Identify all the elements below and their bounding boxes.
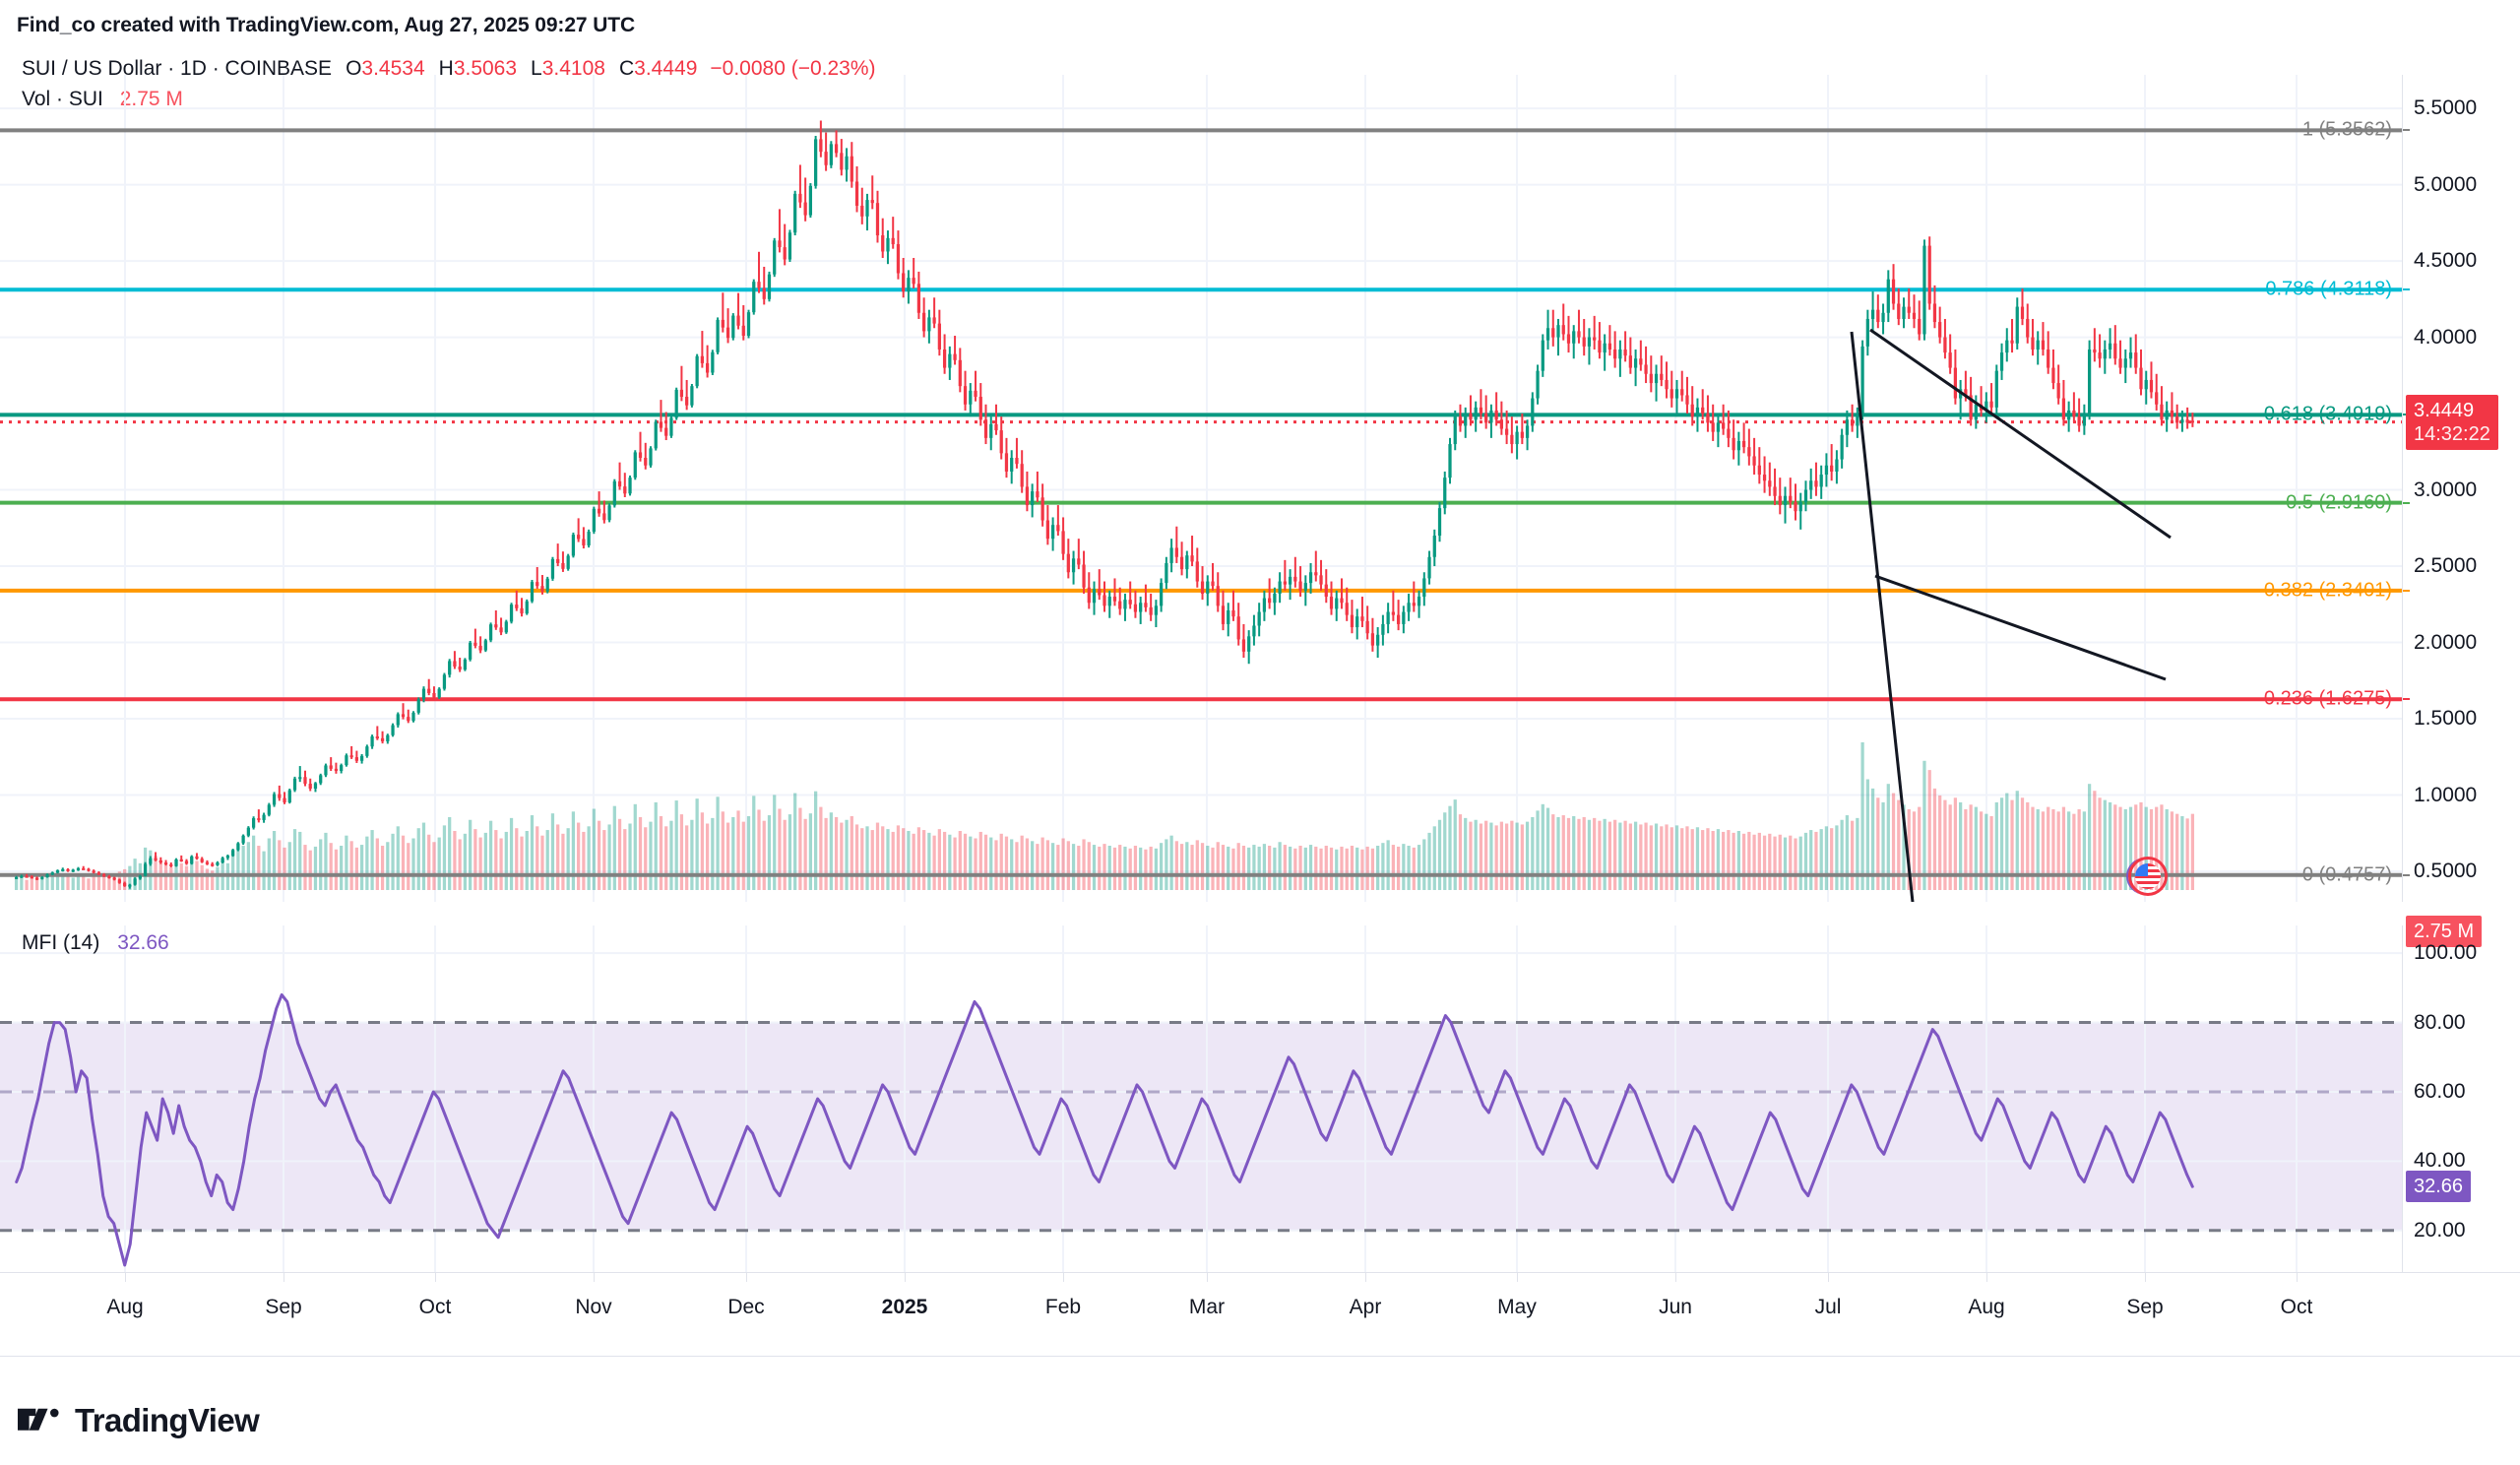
price-chart-svg (0, 75, 2402, 902)
time-tick-2025: 2025 (881, 1296, 928, 1318)
tradingview-footer[interactable]: TradingView (18, 1402, 260, 1439)
fib-1-dash-icon (2400, 129, 2410, 132)
fib-0382-label: 0.382 (2.3401) (2263, 579, 2392, 602)
time-tick-mark (1986, 1272, 1987, 1282)
close-value: C3.4449 (618, 57, 698, 80)
fib-0786-dash-icon (2400, 288, 2410, 291)
mfi-value: 32.66 (117, 931, 169, 954)
badge-line1: 3.4449 (2414, 399, 2475, 421)
time-tick-Sep: Sep (265, 1296, 302, 1318)
price-tick-0.5000: 0.5000 (2414, 860, 2478, 882)
time-axis[interactable]: Aug Sep Oct Nov Dec 2025 Feb Mar Apr May Jun Jul Aug… (0, 1272, 2520, 1357)
attribution-text: Find_co created with TradingView.com, Au… (17, 14, 636, 36)
change-value: −0.0080 (−0.23%) (710, 57, 876, 80)
time-tick-Aug: Aug (1968, 1296, 2005, 1318)
time-tick-Jul: Jul (1814, 1296, 1842, 1318)
axis-divider (2402, 75, 2403, 902)
price-tick-4.0000: 4.0000 (2414, 325, 2478, 349)
price-tick-1.0000: 1.0000 (2414, 783, 2478, 806)
time-tick-Dec: Dec (727, 1296, 765, 1318)
time-tick-mark (746, 1272, 747, 1282)
time-tick-mark (1828, 1272, 1829, 1282)
price-tick-2.0000: 2.0000 (2414, 630, 2478, 654)
time-tick-mark (1675, 1272, 1676, 1282)
chart-legend: SUI / US Dollar · 1D · COINBASE O3.4534 … (22, 54, 876, 113)
price-tick-5.5000: 5.5000 (2414, 96, 2478, 120)
price-tick-2.5000: 2.5000 (2414, 554, 2478, 578)
time-tick-mark (1207, 1272, 1208, 1282)
tradingview-logo-icon (18, 1408, 59, 1431)
axis-divider (2402, 925, 2403, 1272)
event-ring-icon (2128, 857, 2168, 896)
time-tick-mark (1063, 1272, 1064, 1282)
time-tick-Oct: Oct (418, 1296, 452, 1318)
price-tick-4.5000: 4.5000 (2414, 249, 2478, 273)
fib-0618-label: 0.618 (3.4919) (2263, 403, 2392, 425)
mfi-axis[interactable]: 100.00 80.00 60.00 40.00 20.00 32.66 (2402, 925, 2520, 1272)
time-tick-Oct: Oct (2280, 1296, 2313, 1318)
mfi-legend: MFI (14) 32.66 (22, 931, 169, 955)
time-tick-mark (2145, 1272, 2146, 1282)
price-pane[interactable]: 1 (5.3562) 0.786 (4.3118) 0.618 (3.4919) 0.… (0, 75, 2410, 902)
time-tick-mark (594, 1272, 595, 1282)
time-tick-mark (905, 1272, 906, 1282)
time-tick-mark (435, 1272, 436, 1282)
time-tick-mark (2297, 1272, 2298, 1282)
mfi-tick-80.00: 80.00 (2414, 1010, 2466, 1034)
time-tick-Feb: Feb (1044, 1296, 1082, 1318)
fib-0786-label: 0.786 (4.3118) (2265, 278, 2392, 300)
low-value: L3.4108 (531, 57, 605, 80)
axis-top-border (0, 1272, 2520, 1273)
volume-value: 2.75 M (119, 88, 183, 110)
fib-1-label: 1 (5.3562) (2301, 118, 2392, 141)
volume-badge[interactable]: 2.75 M (2406, 916, 2483, 948)
price-tick-5.0000: 5.0000 (2414, 172, 2478, 196)
price-tick-1.5000: 1.5000 (2414, 707, 2478, 731)
mfi-tick-60.00: 60.00 (2414, 1079, 2466, 1103)
time-tick-Apr: Apr (1349, 1296, 1382, 1318)
badge-line1: 2.75 M (2414, 921, 2475, 943)
time-tick-mark (1517, 1272, 1518, 1282)
price-axis[interactable]: 5.50005.00004.50004.00003.50003.00002.50… (2402, 75, 2520, 948)
axis-bottom-border (0, 1356, 2520, 1357)
time-tick-mark (125, 1272, 126, 1282)
fib-0382-dash-icon (2400, 589, 2410, 592)
time-tick-Mar: Mar (1188, 1296, 1226, 1318)
time-tick-May: May (1497, 1296, 1537, 1318)
us-flag-icon (2135, 863, 2161, 889)
ohlc-values: O3.4534 H3.5063 L3.4108 C3.4449 (346, 54, 697, 84)
fib-0-label: 0 (0.4757) (2301, 863, 2392, 886)
time-tick-Sep: Sep (2126, 1296, 2164, 1318)
legend-symbol-row: SUI / US Dollar · 1D · COINBASE O3.4534 … (22, 54, 876, 84)
volume-label: Vol · SUI (22, 88, 103, 110)
high-value: H3.5063 (438, 57, 518, 80)
fib-0618-dash-icon (2400, 414, 2410, 416)
mfi-pane[interactable] (0, 925, 2402, 1272)
legend-volume-row: Vol · SUI 2.75 M (22, 86, 876, 113)
mfi-chart-svg (0, 925, 2402, 1272)
mfi-value-badge[interactable]: 32.66 (2406, 1171, 2472, 1203)
mfi-tick-100.00: 100.00 (2414, 941, 2478, 965)
symbol-title[interactable]: SUI / US Dollar · 1D · COINBASE (22, 57, 333, 80)
time-tick-Nov: Nov (575, 1296, 612, 1318)
us-economic-event-marker[interactable] (2128, 857, 2168, 896)
time-tick-Aug: Aug (106, 1296, 144, 1318)
fib-05-dash-icon (2400, 501, 2410, 504)
fib-0236-label: 0.236 (1.6275) (2263, 687, 2392, 710)
time-tick-mark (1365, 1272, 1366, 1282)
time-tick-Jun: Jun (1659, 1296, 1692, 1318)
mfi-tick-20.00: 20.00 (2414, 1218, 2466, 1242)
tradingview-brand: TradingView (75, 1402, 260, 1438)
open-value: O3.4534 (346, 57, 425, 80)
mfi-label: MFI (14) (22, 931, 100, 954)
mfi-tick-40.00: 40.00 (2414, 1149, 2466, 1173)
last-price-badge[interactable]: 3.4449 14:32:22 (2406, 394, 2498, 450)
fib-05-label: 0.5 (2.9160) (2286, 491, 2392, 514)
price-tick-3.0000: 3.0000 (2414, 478, 2478, 501)
fib-0236-dash-icon (2400, 698, 2410, 701)
badge-line2: 14:32:22 (2414, 422, 2490, 445)
fib-0-dash-icon (2400, 873, 2410, 876)
